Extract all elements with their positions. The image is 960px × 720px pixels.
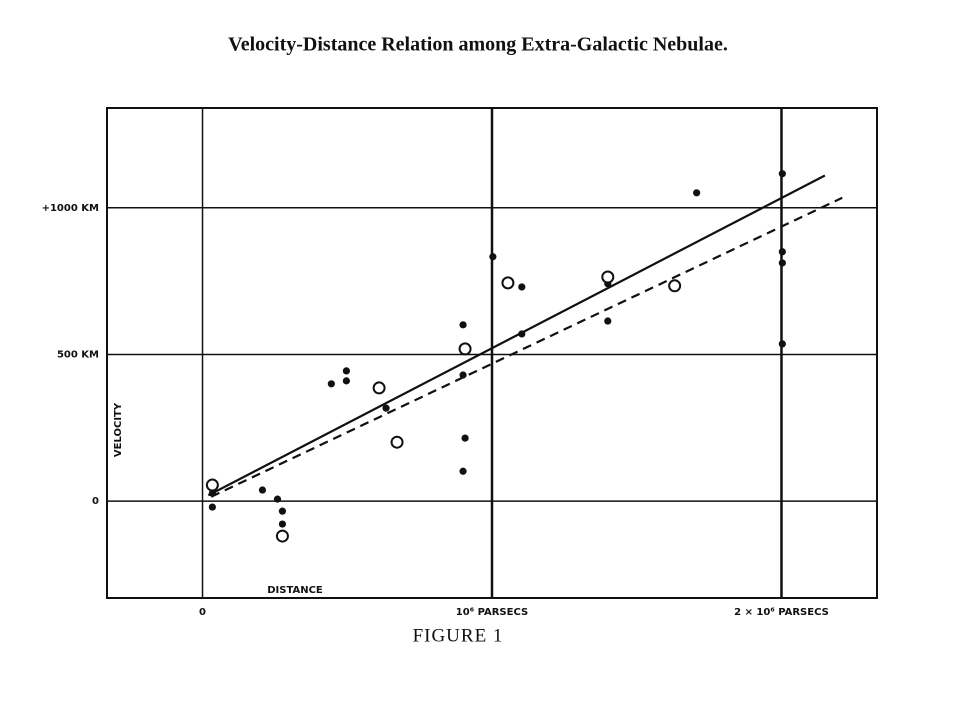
filled-point: [459, 467, 467, 475]
open-point: [501, 276, 515, 290]
filled-point: [778, 340, 786, 348]
filled-point: [459, 321, 467, 329]
filled-point: [778, 170, 786, 178]
filled-point: [342, 377, 350, 385]
open-point: [458, 342, 472, 356]
filled-point: [459, 371, 467, 379]
filled-point: [778, 248, 786, 256]
y-tick-label: 0: [92, 496, 99, 507]
filled-point: [489, 253, 497, 261]
x-tick-label: 0: [199, 607, 206, 618]
filled-point: [693, 189, 701, 197]
filled-point: [258, 486, 267, 494]
open-point: [390, 435, 404, 449]
open-point: [205, 478, 219, 492]
figure-caption: FIGURE 1: [413, 625, 504, 646]
filled-point: [342, 367, 350, 375]
y-axis-label: VELOCITY: [113, 402, 124, 457]
open-point: [372, 381, 386, 395]
x-tick-label: 2 × 10⁶ PARSECS: [734, 607, 829, 618]
y-tick-label: +1000 KM: [42, 203, 99, 214]
filled-point: [382, 404, 390, 412]
open-point: [275, 529, 289, 543]
filled-point: [604, 317, 612, 325]
filled-point: [208, 503, 216, 511]
filled-point: [278, 520, 287, 528]
x-tick-label: 10⁶ PARSECS: [456, 607, 528, 618]
filled-point: [273, 495, 282, 503]
filled-point: [278, 507, 287, 515]
open-point: [668, 279, 682, 293]
open-point: [601, 270, 615, 284]
filled-point: [461, 434, 469, 442]
x-axis-label: DISTANCE: [267, 585, 323, 596]
filled-point: [327, 380, 335, 388]
filled-point: [778, 259, 786, 267]
filled-point: [518, 283, 526, 291]
chart-title: Velocity-Distance Relation among Extra-G…: [228, 34, 728, 56]
fit-line: [210, 196, 843, 498]
y-tick-label: 500 KM: [57, 349, 99, 360]
fit-line: [207, 174, 826, 497]
